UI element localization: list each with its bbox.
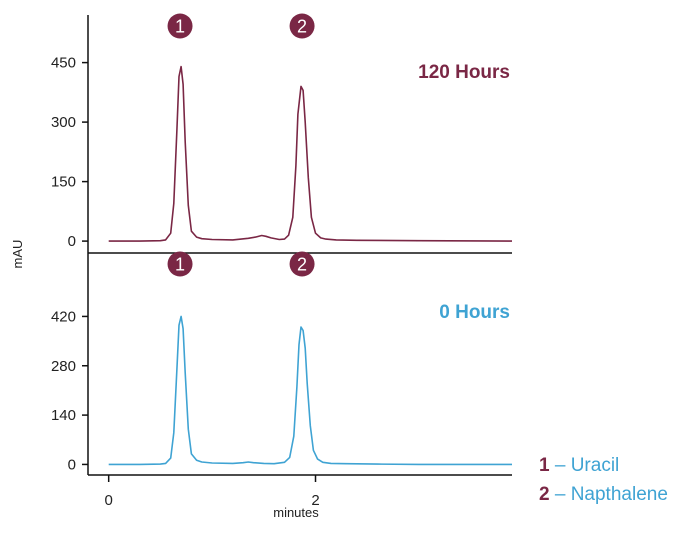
peak-badge-label-2: 2: [297, 255, 307, 275]
legend-item-2: 2 – Napthalene: [539, 484, 668, 505]
legend-number-1: 1: [539, 455, 550, 476]
panel-title-120-hours: 120 Hours: [418, 62, 510, 83]
y-axis-label: mAU: [10, 240, 25, 269]
peak-badge-label-1: 1: [175, 17, 185, 37]
peak-badge-label-2: 2: [297, 17, 307, 37]
chart-marks: 0 150 300 450 1 2 0 140 280 420 0 2 1 2: [51, 13, 513, 509]
peak-badge-1: [167, 13, 193, 39]
legend-number-2: 2: [539, 484, 550, 505]
panel-title-0-hours: 0 Hours: [439, 302, 510, 323]
x-axis-label: minutes: [273, 505, 319, 520]
y-tick-label: 0: [68, 456, 76, 473]
peak-badge-2: [289, 251, 315, 277]
series-line-0-hours: [108, 315, 512, 466]
y-tick-label: 0: [68, 233, 76, 250]
legend-label-2: – Napthalene: [550, 484, 668, 505]
y-tick-label: 300: [51, 114, 76, 131]
y-tick-label: 420: [51, 308, 76, 325]
y-tick-label: 150: [51, 174, 76, 191]
legend-item-1: 1 – Uracil: [539, 455, 619, 476]
legend-label-1: – Uracil: [550, 455, 620, 476]
x-tick-label: 0: [105, 492, 113, 509]
peak-badge-1: [167, 251, 193, 277]
y-tick-label: 450: [51, 55, 76, 72]
peak-badge-2: [289, 13, 315, 39]
series-line-120-hours: [108, 65, 513, 242]
y-tick-label: 140: [51, 407, 76, 424]
peak-badge-label-1: 1: [175, 255, 185, 275]
y-tick-label: 280: [51, 358, 76, 375]
x-tick-label: 2: [311, 492, 319, 509]
